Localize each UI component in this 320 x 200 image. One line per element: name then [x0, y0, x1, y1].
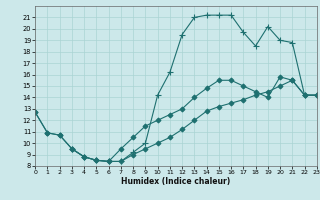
X-axis label: Humidex (Indice chaleur): Humidex (Indice chaleur): [121, 177, 231, 186]
